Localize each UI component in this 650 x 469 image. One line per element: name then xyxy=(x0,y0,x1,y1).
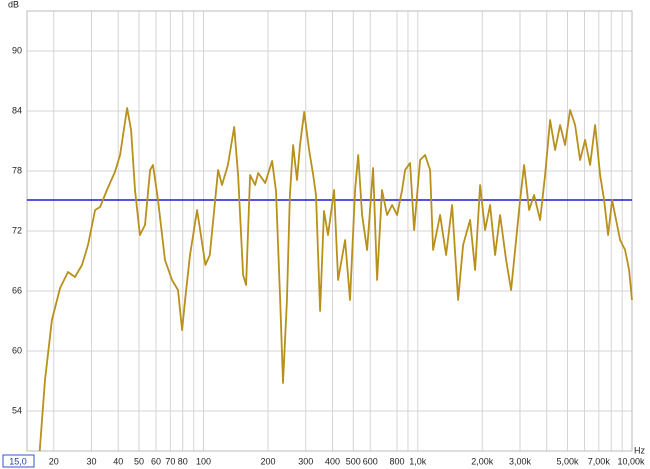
x-tick-label: 40 xyxy=(113,456,123,466)
y-axis-label: dB xyxy=(8,0,19,9)
x-start-box xyxy=(2,454,35,468)
x-tick-label: 400 xyxy=(325,456,340,466)
x-tick-label: 10,00k xyxy=(617,456,645,466)
x-tick-label: 60 xyxy=(151,456,161,466)
x-tick-label: 50 xyxy=(134,456,144,466)
x-tick-label: 3,00k xyxy=(509,456,532,466)
x-tick-label: 800 xyxy=(389,456,404,466)
x-tick-label: 500 xyxy=(346,456,361,466)
x-tick-label: 2,00k xyxy=(471,456,494,466)
x-tick-label: 70 xyxy=(165,456,175,466)
y-tick-label: 90 xyxy=(12,45,22,55)
y-tick-label: 66 xyxy=(12,285,22,295)
x-tick-label: 80 xyxy=(178,456,188,466)
x-tick-label: 5,00k xyxy=(556,456,579,466)
x-tick-label: 20 xyxy=(49,456,59,466)
x-tick-label: 200 xyxy=(260,456,275,466)
y-tick-label: 78 xyxy=(12,165,22,175)
plot-frame xyxy=(26,10,633,452)
x-tick-label: 15,0 xyxy=(9,456,27,466)
response-curve xyxy=(38,107,633,452)
y-tick-label: 60 xyxy=(12,345,22,355)
x-tick-label: 100 xyxy=(196,456,211,466)
y-tick-label: 84 xyxy=(12,105,22,115)
y-tick-label: 72 xyxy=(12,225,22,235)
x-axis-label: Hz xyxy=(634,445,645,455)
y-tick-label: 54 xyxy=(12,405,22,415)
x-tick-label: 600 xyxy=(363,456,378,466)
x-tick-label: 300 xyxy=(298,456,313,466)
x-tick-label: 7,00k xyxy=(588,456,611,466)
x-tick-label: 30 xyxy=(86,456,96,466)
x-tick-label: 1,0k xyxy=(409,456,427,466)
